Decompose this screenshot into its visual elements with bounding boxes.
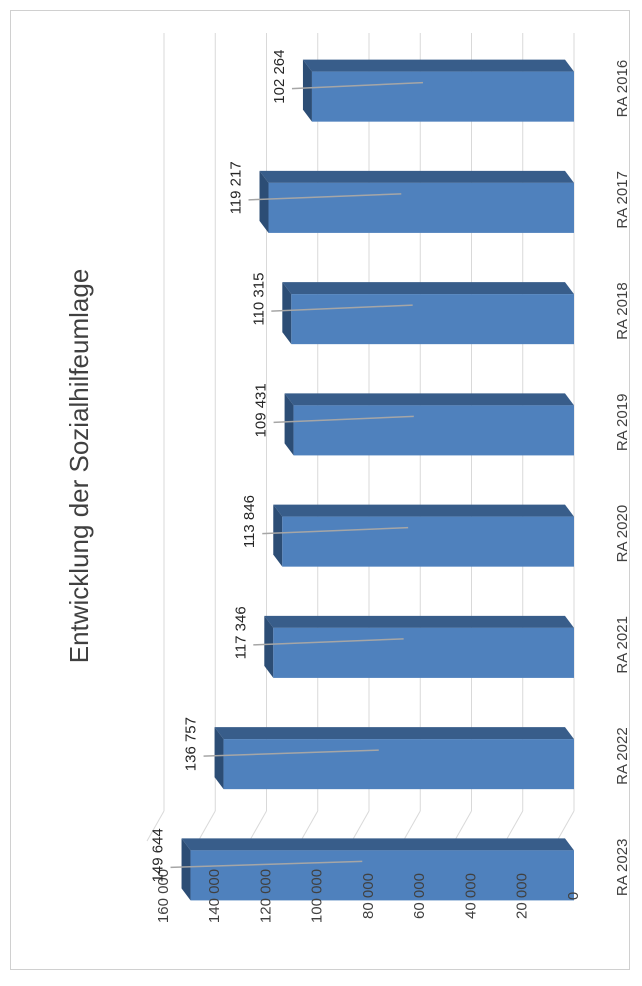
chart-title: Entwicklung der Sozialhilfeumlage [64, 269, 94, 664]
data-label: 109 431 [253, 383, 270, 437]
bar-top-face [264, 615, 574, 628]
gridline-floor [351, 810, 370, 842]
leader-line [262, 526, 409, 535]
bar-end-face [259, 170, 269, 233]
gridline-floor [556, 810, 575, 842]
bar [190, 850, 575, 901]
gridline-floor [454, 810, 472, 842]
bar [282, 516, 574, 567]
bar-end-face [302, 59, 312, 122]
category-label: RA 2018 [614, 282, 631, 340]
data-label: 110 315 [250, 273, 267, 326]
bar [293, 405, 574, 456]
value-tick-label: 0 [565, 892, 582, 900]
gridline-floor [197, 810, 216, 842]
bar-top-face [273, 504, 574, 517]
bar [291, 294, 574, 345]
category-label: RA 2022 [614, 727, 631, 785]
bar-top-face [214, 727, 574, 740]
category-label: RA 2021 [614, 616, 631, 674]
bar-end-face [284, 393, 294, 456]
data-label: 149 644 [150, 828, 167, 882]
bar-top-face [282, 282, 574, 295]
leader-line [170, 860, 363, 869]
leader-line [203, 749, 379, 757]
gridline-floor [146, 810, 165, 842]
data-label: 113 846 [241, 495, 258, 548]
bar-top-face [302, 59, 574, 72]
value-tick-label: 80 000 [360, 873, 377, 919]
gridline-floor [402, 810, 421, 842]
leader-line [271, 304, 413, 312]
bar-end-face [264, 615, 274, 678]
value-tick-label: 120 000 [257, 869, 274, 923]
value-tick-label: 60 000 [411, 873, 428, 919]
leader-line [291, 81, 424, 90]
data-label: 117 346 [232, 606, 249, 659]
bar-end-face [282, 282, 292, 345]
bar-chart: 0 20 000 40 000 60 000 80 000 100 000 120 000 1… [64, 33, 631, 924]
bar-end-face [181, 838, 191, 901]
gridline-floor [505, 810, 524, 842]
bar [311, 71, 574, 122]
leader-line [248, 193, 402, 201]
category-label: RA 2019 [614, 394, 631, 452]
bar-top-face [259, 170, 574, 183]
value-tick-label: 40 000 [462, 873, 479, 919]
labels: 0 20 000 40 000 60 000 80 000 100 000 120 000 1… [150, 50, 631, 924]
bar [268, 182, 574, 233]
value-tick-label: 160 000 [155, 869, 172, 923]
gridline-floor [249, 810, 267, 842]
category-label: RA 2017 [614, 171, 631, 229]
leader-line [253, 638, 404, 646]
bar [273, 627, 574, 678]
category-label: RA 2020 [614, 505, 631, 563]
value-tick-label: 140 000 [206, 869, 223, 923]
value-tick-label: 100 000 [309, 869, 326, 923]
data-label: 136 757 [183, 717, 200, 771]
gridline-floor [300, 810, 319, 842]
bar-end-face [273, 504, 283, 567]
value-tick-label: 20 000 [514, 873, 531, 919]
bar-top-face [181, 838, 575, 851]
category-label: RA 2016 [614, 60, 631, 118]
chart-frame: 0 20 000 40 000 60 000 80 000 100 000 120 000 1… [10, 10, 631, 970]
leader-line [273, 415, 414, 424]
bar [223, 739, 574, 790]
bar-end-face [214, 727, 224, 790]
data-label: 102 264 [271, 50, 288, 104]
data-label: 119 217 [227, 161, 244, 214]
category-label: RA 2023 [614, 839, 631, 897]
bar-top-face [284, 393, 574, 406]
bars [181, 59, 575, 901]
